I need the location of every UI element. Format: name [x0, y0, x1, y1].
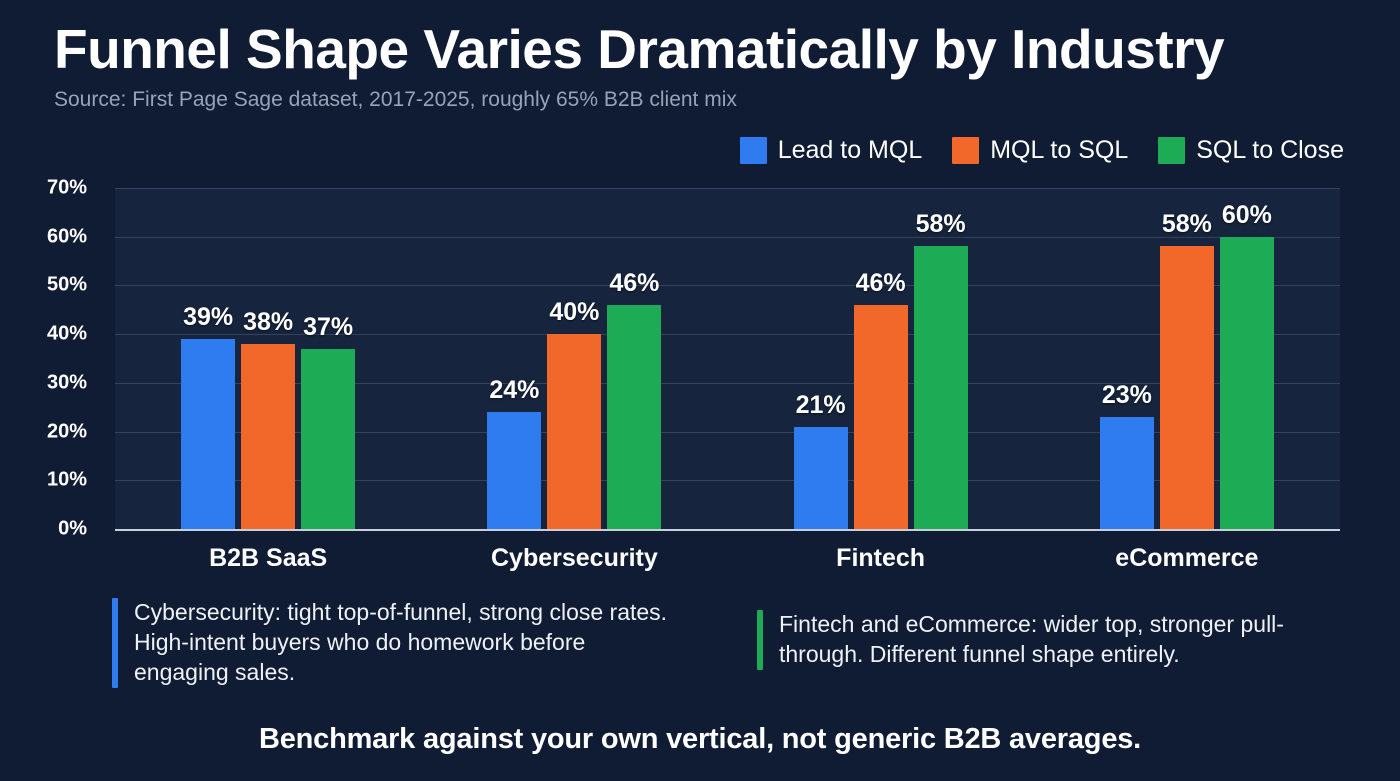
- bar[interactable]: [607, 304, 662, 529]
- bar-value-label: 23%: [1101, 380, 1152, 409]
- page-title: Funnel Shape Varies Dramatically by Indu…: [54, 18, 1225, 80]
- bar-slot: 58%: [1159, 188, 1214, 529]
- bar-value-label: 38%: [243, 307, 294, 336]
- gridline: [115, 334, 1340, 336]
- bar[interactable]: [793, 426, 848, 529]
- bar-value-label: 58%: [1161, 210, 1212, 239]
- gridline: [115, 431, 1340, 433]
- plot-area: 39% 38% 37% 24% 40% 46% 21% 46% 58% 23% 58% 60%: [115, 188, 1340, 529]
- callout-accent-bar: [757, 610, 763, 670]
- bar[interactable]: [1099, 416, 1154, 529]
- x-axis-line: [115, 529, 1340, 531]
- x-axis-category-label: eCommerce: [1115, 544, 1259, 572]
- bar[interactable]: [487, 412, 542, 529]
- x-axis-category-label: Fintech: [836, 544, 926, 572]
- bar[interactable]: [913, 246, 968, 529]
- bar-group: 21% 46% 58%: [793, 188, 968, 529]
- bar-slot: 46%: [607, 188, 662, 529]
- bar-group: 23% 58% 60%: [1099, 188, 1274, 529]
- legend-label: Lead to MQL: [777, 136, 923, 164]
- bar-value-label: 39%: [183, 303, 234, 332]
- callout-text: Fintech and eCommerce: wider top, strong…: [779, 611, 1284, 667]
- legend-item-lead-to-mql[interactable]: Lead to MQL: [739, 136, 923, 165]
- chart-header: Funnel Shape Varies Dramatically by Indu…: [54, 18, 1225, 112]
- bar[interactable]: [1159, 246, 1214, 529]
- bar-group: 39% 38% 37%: [181, 188, 356, 529]
- callout-cybersecurity: Cybersecurity: tight top-of-funnel, stro…: [112, 598, 672, 688]
- bar-value-label: 60%: [1221, 200, 1272, 229]
- callout-fintech-ecommerce: Fintech and eCommerce: wider top, strong…: [757, 610, 1302, 670]
- bar-slot: 46%: [853, 188, 908, 529]
- y-axis-tick-label: 40%: [46, 322, 87, 345]
- y-axis-tick-label: 70%: [46, 176, 87, 199]
- bar-value-label: 58%: [915, 210, 966, 239]
- footer-note: Benchmark against your own vertical, not…: [258, 723, 1142, 755]
- bar-value-label: 37%: [303, 312, 354, 341]
- gridline: [115, 480, 1340, 482]
- bar-slot: 24%: [487, 188, 542, 529]
- bar[interactable]: [301, 348, 356, 529]
- bar[interactable]: [853, 304, 908, 529]
- gridline: [115, 382, 1340, 384]
- bar-slot: 58%: [913, 188, 968, 529]
- chart-legend: Lead to MQL MQL to SQL SQL to Close: [739, 136, 1344, 165]
- bar-value-label: 21%: [795, 390, 846, 419]
- y-axis-tick-label: 10%: [46, 468, 87, 491]
- bar-slot: 60%: [1219, 188, 1274, 529]
- gridline: [115, 285, 1340, 287]
- y-axis-tick-label: 0%: [58, 517, 87, 540]
- bar-slot: 40%: [547, 188, 602, 529]
- x-axis-category-label: B2B SaaS: [209, 544, 328, 572]
- bar-value-label: 46%: [609, 268, 660, 297]
- bar[interactable]: [241, 343, 296, 529]
- bar[interactable]: [1219, 236, 1274, 529]
- x-axis-category-label: Cybersecurity: [491, 544, 658, 572]
- bar-slot: 37%: [301, 188, 356, 529]
- bar-value-label: 40%: [549, 298, 600, 327]
- legend-label: SQL to Close: [1196, 136, 1344, 164]
- bar-value-label: 24%: [489, 376, 540, 405]
- legend-item-sql-to-close[interactable]: SQL to Close: [1158, 136, 1344, 165]
- legend-item-mql-to-sql[interactable]: MQL to SQL: [952, 136, 1128, 165]
- bar-slot: 39%: [181, 188, 236, 529]
- callout-accent-bar: [112, 598, 118, 688]
- bar[interactable]: [547, 334, 602, 529]
- callout-text: Cybersecurity: tight top-of-funnel, stro…: [134, 599, 668, 685]
- bar[interactable]: [181, 339, 236, 529]
- legend-swatch-icon: [952, 137, 980, 164]
- gridline: [115, 188, 1340, 189]
- legend-swatch-icon: [1158, 137, 1186, 164]
- legend-swatch-icon: [739, 137, 767, 164]
- y-axis-tick-label: 50%: [46, 273, 87, 296]
- bar-slot: 23%: [1099, 188, 1154, 529]
- y-axis-tick-label: 30%: [46, 371, 87, 394]
- bar-slot: 21%: [793, 188, 848, 529]
- bar-slot: 38%: [241, 188, 296, 529]
- bar-group: 24% 40% 46%: [487, 188, 662, 529]
- chart-subtitle: Source: First Page Sage dataset, 2017-20…: [54, 88, 737, 111]
- y-axis-tick-label: 60%: [46, 225, 87, 248]
- legend-label: MQL to SQL: [990, 136, 1129, 164]
- gridline: [115, 236, 1340, 238]
- bar-value-label: 46%: [855, 268, 906, 297]
- y-axis-tick-label: 20%: [46, 420, 87, 443]
